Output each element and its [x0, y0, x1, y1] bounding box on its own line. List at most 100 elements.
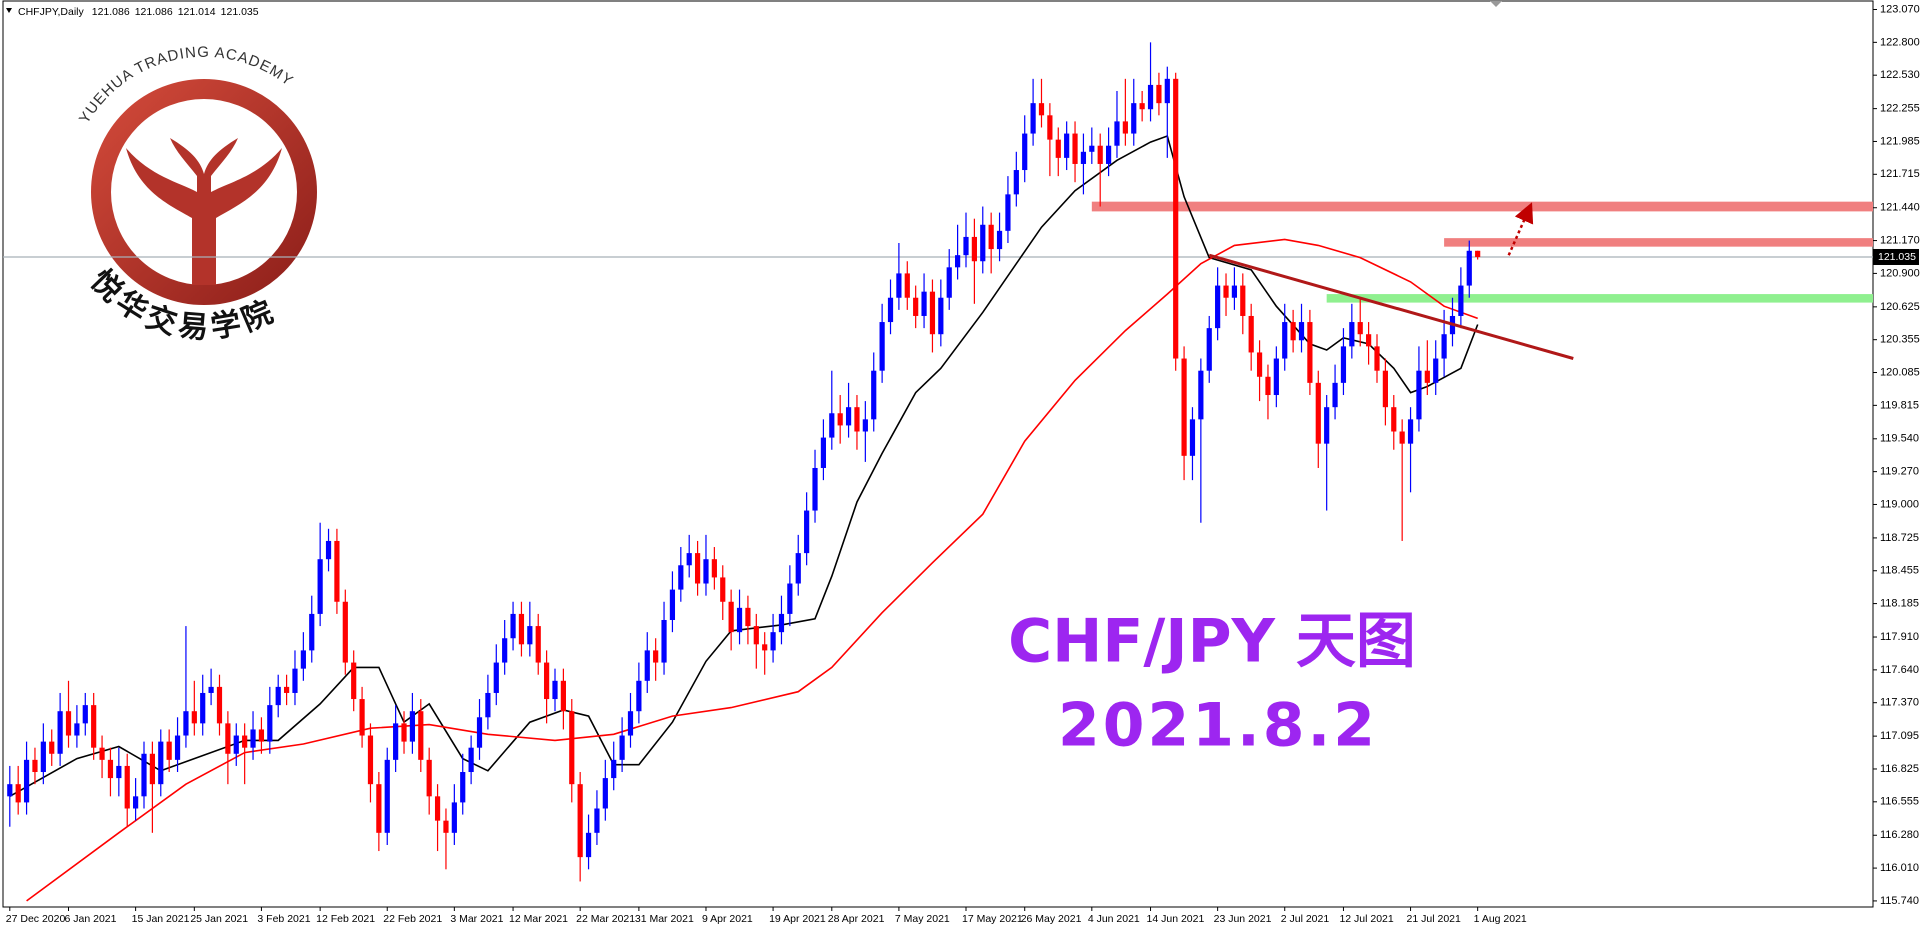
- x-tick-label: 12 Mar 2021: [509, 913, 568, 925]
- candle-body: [1240, 285, 1246, 316]
- candle-body: [1173, 78, 1179, 359]
- candle-body: [292, 668, 298, 693]
- x-tick-label: 28 Apr 2021: [828, 913, 885, 925]
- candle-body: [1424, 370, 1430, 383]
- candle-body: [74, 723, 80, 736]
- x-tick-label: 9 Apr 2021: [702, 913, 753, 925]
- y-tick-label: 118.725: [1880, 532, 1919, 544]
- candle-body: [141, 753, 147, 797]
- candle-body: [980, 224, 986, 262]
- candle-body: [711, 559, 717, 578]
- candle-body: [82, 705, 88, 724]
- candle-body: [1215, 285, 1221, 329]
- y-tick-label: 115.740: [1880, 895, 1919, 907]
- y-tick-label: 116.555: [1880, 796, 1919, 808]
- y-tick-label: 121.440: [1880, 202, 1920, 214]
- candle-body: [829, 413, 835, 438]
- x-tick-label: 23 Jun 2021: [1214, 913, 1272, 925]
- candle-body: [334, 540, 340, 602]
- candle-body: [183, 711, 189, 736]
- candle-body: [200, 692, 206, 724]
- candle-body: [325, 540, 332, 560]
- x-tick-label: 26 May 2021: [1021, 913, 1082, 925]
- y-tick-label: 122.255: [1880, 103, 1920, 115]
- candle-body: [40, 741, 46, 773]
- candle-body: [585, 832, 592, 858]
- candle-body: [728, 601, 734, 633]
- candle-body: [1282, 322, 1288, 359]
- zone: [1091, 201, 1873, 212]
- candle-body: [15, 784, 21, 803]
- candle-body: [1273, 358, 1279, 396]
- candle-body: [1080, 151, 1087, 164]
- candle-body: [1433, 358, 1439, 383]
- candle-body: [971, 236, 977, 262]
- candle-body: [57, 711, 63, 754]
- x-tick-label: 7 May 2021: [895, 913, 950, 925]
- x-tick-label: 2 Jul 2021: [1281, 913, 1330, 925]
- x-tick-label: 21 Jul 2021: [1407, 913, 1461, 925]
- candle-body: [107, 759, 114, 779]
- candle-body: [1290, 322, 1296, 341]
- candle-body: [1366, 334, 1372, 347]
- candle-body: [694, 553, 701, 584]
- candle-body: [32, 759, 38, 773]
- candle-body: [1122, 121, 1128, 134]
- candle-body: [1298, 322, 1305, 341]
- x-tick-label: 15 Jan 2021: [132, 913, 190, 925]
- x-tick-label: 25 Jan 2021: [190, 913, 248, 925]
- y-tick-label: 119.270: [1880, 466, 1919, 478]
- y-tick-label: 116.280: [1880, 829, 1919, 841]
- candle-body: [560, 680, 566, 712]
- candle-body: [518, 613, 525, 645]
- candle-body: [1256, 352, 1263, 377]
- candle-body: [1013, 170, 1019, 195]
- candle-body: [812, 467, 818, 511]
- candle-body: [384, 759, 390, 833]
- y-tick-label: 120.085: [1880, 366, 1920, 378]
- candle-body: [653, 650, 659, 663]
- logo-symbol: [126, 138, 282, 285]
- candle-body: [191, 711, 197, 724]
- candle-body: [1399, 431, 1405, 444]
- candle-body: [149, 753, 155, 785]
- candle-body: [367, 735, 374, 785]
- y-tick-label: 122.800: [1880, 36, 1920, 48]
- symbol: CHFJPY,Daily: [18, 6, 84, 18]
- candle-body: [762, 644, 768, 651]
- candle-body: [166, 741, 172, 760]
- candle-body: [602, 778, 608, 809]
- x-tick-label: 6 Jan 2021: [65, 913, 117, 925]
- watermark-date: 2021.8.2: [1058, 691, 1378, 761]
- candle-body: [1248, 315, 1254, 353]
- plot-frame: [2, 0, 1874, 908]
- candle-body: [342, 601, 348, 663]
- candle-body: [1416, 370, 1422, 420]
- candle-body: [317, 559, 323, 614]
- y-tick-label: 120.900: [1880, 267, 1920, 279]
- candle-body: [720, 577, 726, 602]
- candle-body: [1307, 322, 1313, 383]
- candle-body: [703, 559, 709, 584]
- candle-body: [359, 699, 365, 736]
- y-tick-label: 120.355: [1880, 334, 1920, 346]
- candle-body: [258, 729, 265, 742]
- candle-body: [23, 759, 30, 803]
- candle-body: [1030, 103, 1036, 134]
- candle-body: [686, 553, 692, 566]
- candle-body: [1131, 103, 1137, 134]
- candle-body: [1332, 382, 1338, 408]
- candle-body: [409, 711, 416, 742]
- candle-body: [1357, 322, 1363, 335]
- candle-body: [133, 796, 139, 809]
- candle-body: [309, 613, 315, 651]
- y-tick-label: 120.625: [1880, 301, 1920, 313]
- y-tick-label: 117.095: [1880, 730, 1919, 742]
- candle-body: [485, 692, 491, 718]
- y-tick-label: 118.185: [1880, 597, 1919, 609]
- x-tick-label: 22 Mar 2021: [576, 913, 635, 925]
- candle-body: [619, 735, 625, 760]
- candle-body: [49, 741, 55, 754]
